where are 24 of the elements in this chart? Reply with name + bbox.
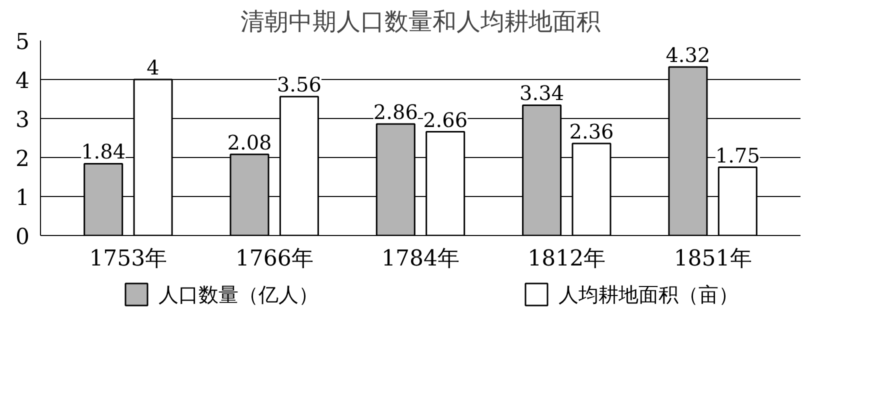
y-tick-label: 0 bbox=[16, 225, 30, 250]
data-label: 3.34 bbox=[520, 81, 564, 106]
data-label: 2.36 bbox=[569, 119, 614, 144]
y-tick-label: 4 bbox=[16, 69, 30, 94]
data-label: 3.56 bbox=[276, 72, 322, 97]
data-label: 2.86 bbox=[373, 100, 418, 124]
data-label: 4.32 bbox=[666, 43, 710, 68]
x-tick-label: 1851年 bbox=[674, 246, 752, 272]
x-tick-label: 1766年 bbox=[235, 246, 314, 272]
chart-title: 清朝中期人口数量和人均耕地面积 bbox=[240, 8, 600, 36]
data-label: 2.66 bbox=[423, 108, 468, 132]
legend-label: 人口数量（亿人） bbox=[158, 282, 318, 306]
data-label: 2.08 bbox=[227, 130, 272, 154]
y-tick-label: 5 bbox=[16, 30, 30, 55]
y-tick-label: 2 bbox=[16, 147, 30, 172]
y-tick-label: 1 bbox=[16, 186, 30, 211]
data-label: 1.84 bbox=[81, 140, 126, 164]
y-tick-label: 3 bbox=[16, 108, 30, 133]
data-label: 1.75 bbox=[715, 143, 760, 168]
x-tick-label: 1812年 bbox=[528, 246, 606, 272]
x-tick-label: 1784年 bbox=[382, 246, 460, 272]
data-label: 4 bbox=[146, 56, 160, 80]
x-tick-label: 1753年 bbox=[89, 246, 168, 272]
legend-label: 人均耕地面积（亩） bbox=[558, 282, 738, 306]
